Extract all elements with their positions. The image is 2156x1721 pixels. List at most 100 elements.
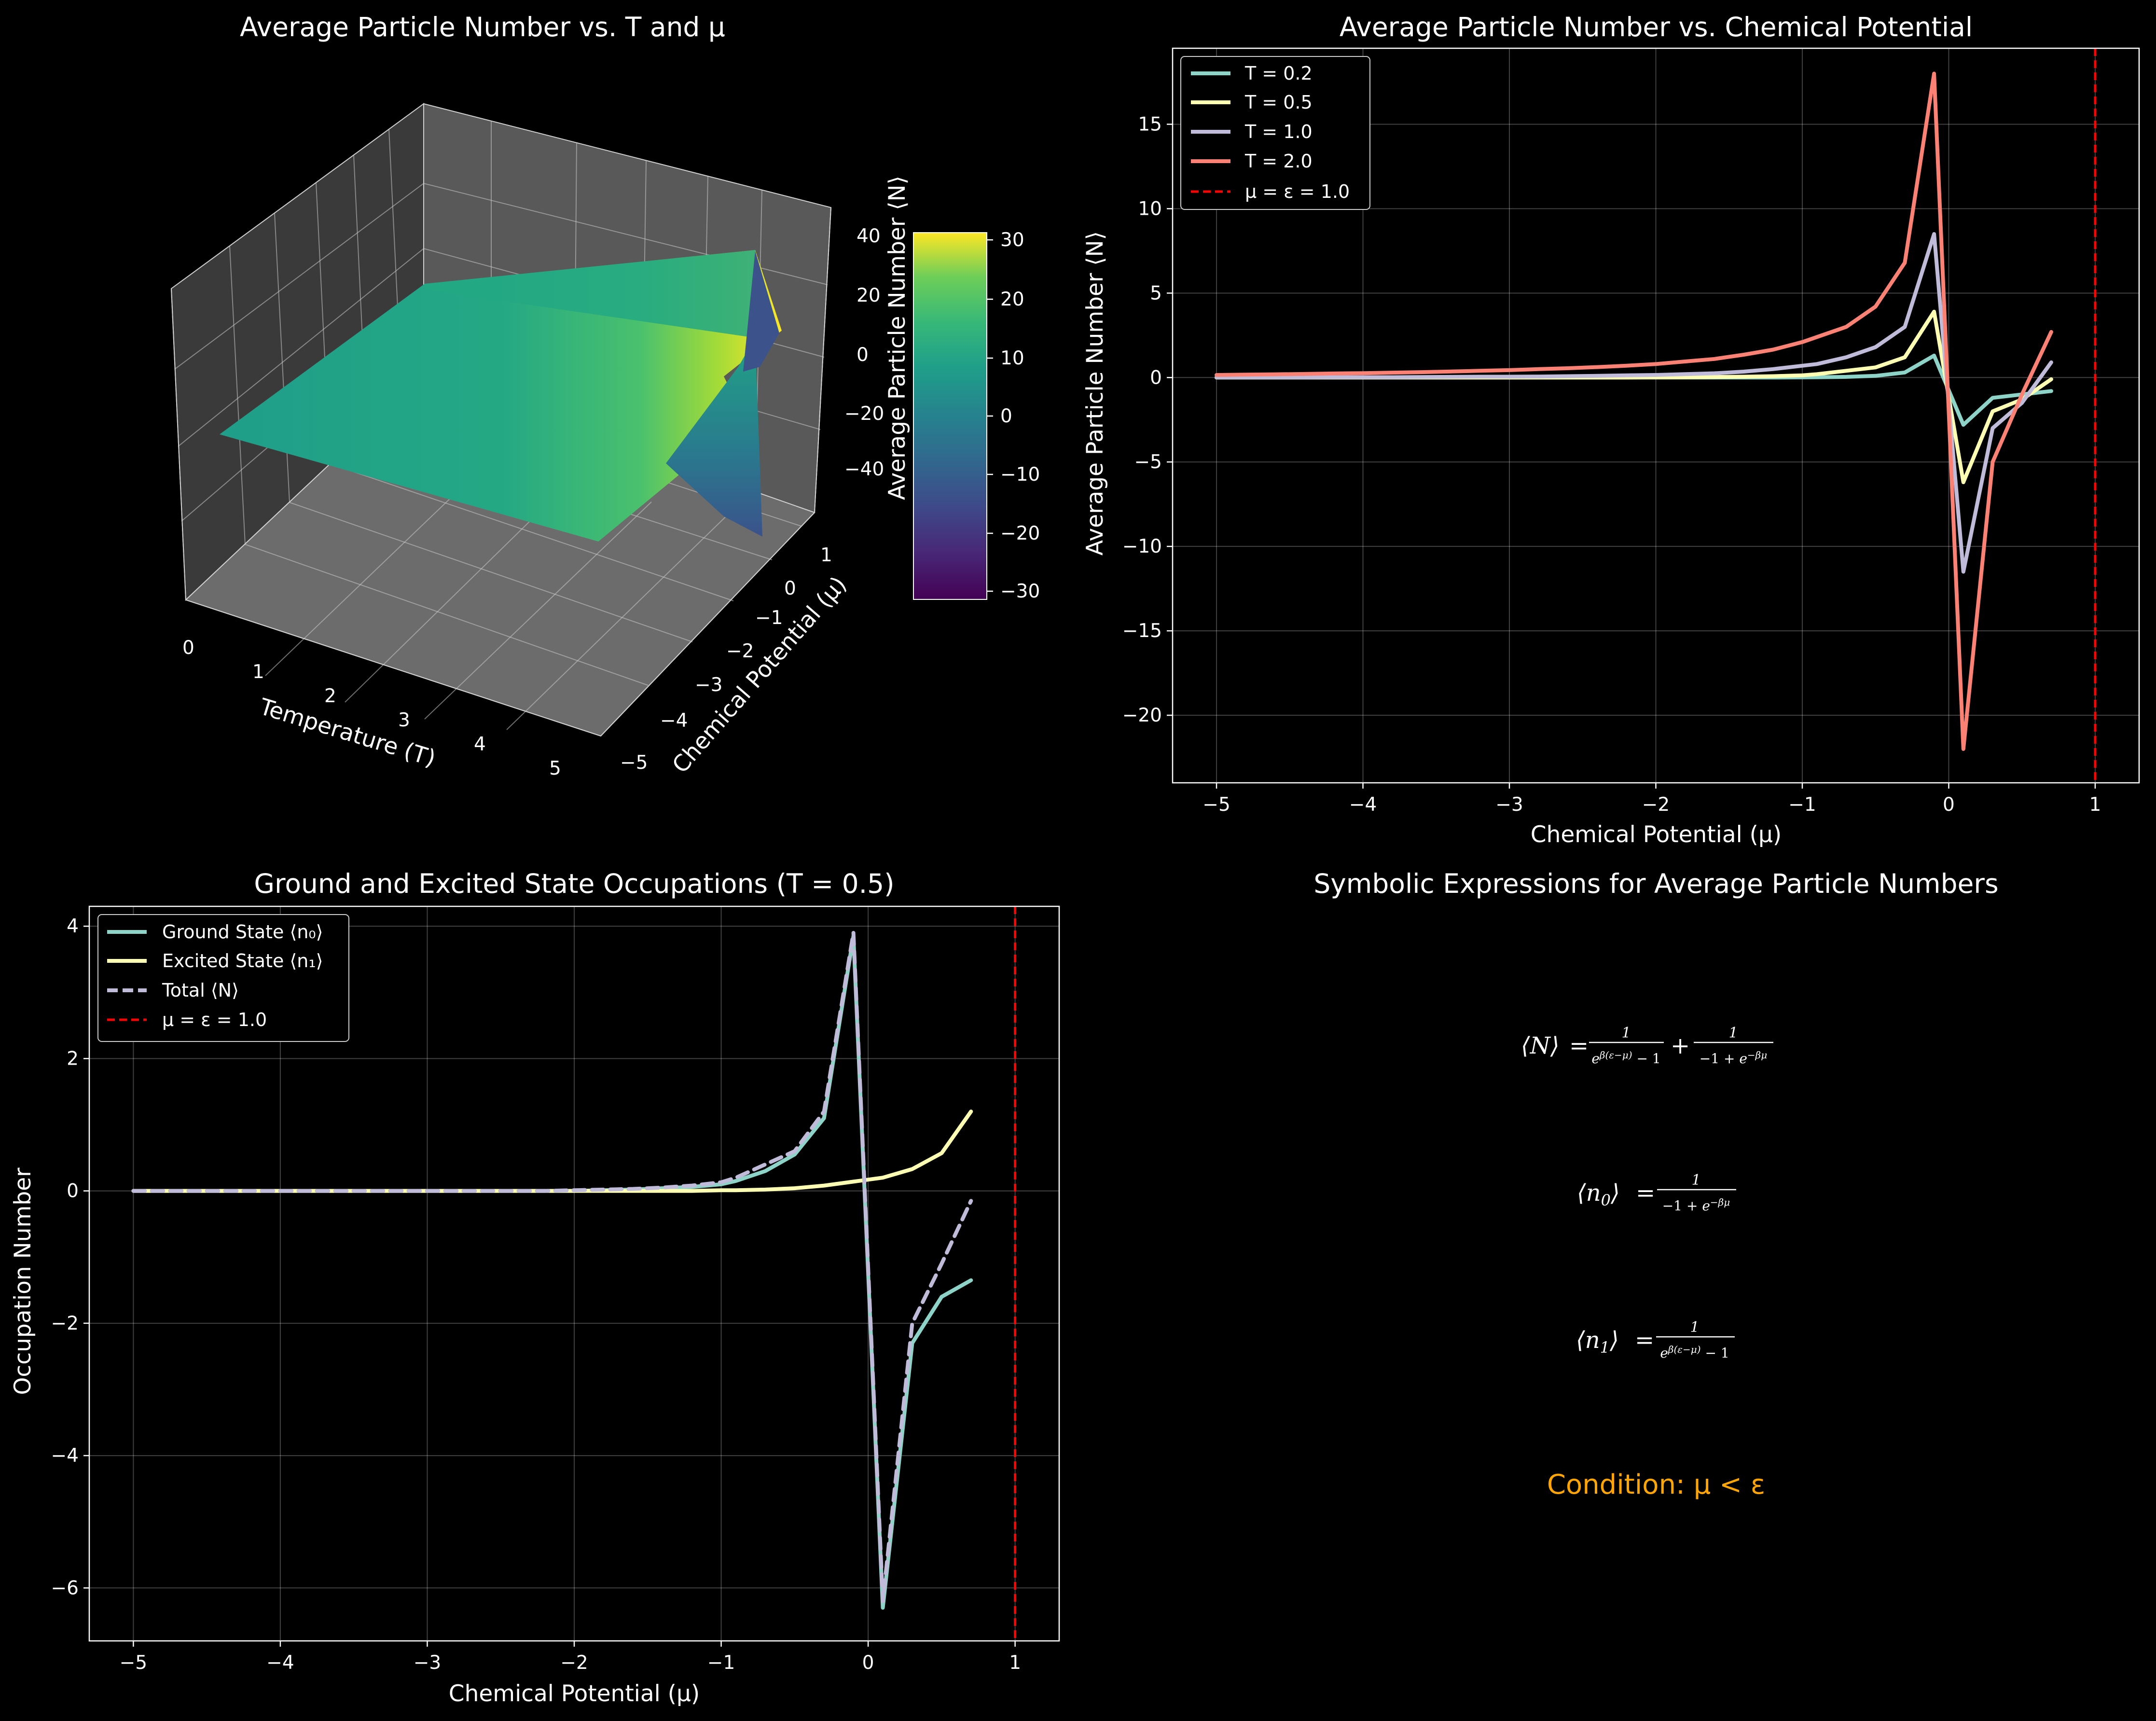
panel3-y-axis-label: Occupation Number <box>10 1167 36 1395</box>
3d-x-tick-label: 3 <box>398 709 410 731</box>
x-tick-label: 0 <box>862 1652 874 1674</box>
svg-text:=: = <box>1635 1327 1654 1354</box>
panel2-y-axis-label: Average Particle Number ⟨N⟩ <box>1082 231 1108 555</box>
y-tick-label: −15 <box>1122 620 1162 642</box>
3d-y-tick-label: −2 <box>726 640 754 662</box>
legend-label: μ = ε = 1.0 <box>162 1009 267 1030</box>
svg-text:=: = <box>1569 1032 1589 1059</box>
equation-n0: ⟨n0⟩ = 1 −1 + e−βμ <box>1577 1172 1736 1214</box>
3d-x-tick-label: 2 <box>324 685 336 707</box>
panel3-series <box>131 906 1017 1641</box>
series-line-2 <box>1215 309 2053 485</box>
x-tick-label: −4 <box>1349 794 1377 816</box>
svg-text:−1 + e−βμ: −1 + e−βμ <box>1662 1196 1730 1214</box>
panel1-title: Average Particle Number vs. T and μ <box>240 12 725 42</box>
legend-box <box>97 914 349 1042</box>
x-tick-label: −1 <box>1788 794 1816 816</box>
svg-text:1: 1 <box>1690 1319 1699 1336</box>
equation-N: ⟨N⟩ = 1 eβ(ε−μ) − 1 + 1 −1 + e−βμ <box>1521 1025 1773 1067</box>
svg-text:=: = <box>1636 1180 1655 1207</box>
panel3-legend: Ground State ⟨n₀⟩ Excited State ⟨n₁⟩ Tot… <box>97 914 349 1042</box>
line-chart-panel-2: Average Particle Number vs. Chemical Pot… <box>1082 12 2140 848</box>
3d-z-tick-label: 40 <box>857 225 881 247</box>
x-tick-label: −5 <box>1202 794 1230 816</box>
3d-y-ticks: −5 −4 −3 −2 −1 0 1 <box>620 544 832 774</box>
y-tick-label: 0 <box>67 1180 79 1202</box>
3d-z-tick-label: 0 <box>857 344 869 366</box>
y-tick-label: −10 <box>1122 536 1162 557</box>
panel2-axes-frame <box>1172 47 2140 784</box>
3d-y-tick-label: 1 <box>820 544 832 566</box>
x-tick-label: −2 <box>560 1652 588 1674</box>
x-tick-label: 1 <box>2089 794 2101 816</box>
svg-text:eβ(ε−μ) − 1: eβ(ε−μ) − 1 <box>1591 1049 1660 1067</box>
y-tick-label: 4 <box>67 916 79 937</box>
svg-text:⟨N⟩: ⟨N⟩ <box>1521 1032 1559 1059</box>
3d-surface-spike <box>743 251 779 372</box>
y-tick-label: −5 <box>1134 451 1162 473</box>
svg-text:1: 1 <box>1621 1025 1631 1041</box>
svg-text:eβ(ε−μ) − 1: eβ(ε−μ) − 1 <box>1660 1344 1729 1361</box>
y-tick-label: 0 <box>1150 367 1162 389</box>
3d-x-ticks: 0 1 2 3 4 5 <box>182 637 561 779</box>
y-tick-label: 5 <box>1150 282 1162 304</box>
3d-y-tick-label: −4 <box>660 710 688 732</box>
y-tick-label: −20 <box>1122 705 1162 726</box>
legend-label: Total ⟨N⟩ <box>162 980 239 1001</box>
colorbar <box>913 232 987 600</box>
colorbar-label: Average Particle Number ⟨N⟩ <box>884 176 911 500</box>
panel2-legend: T = 0.2 T = 0.5 T = 1.0 T = 2.0 μ = ε = … <box>1180 56 1370 210</box>
series-line-4 <box>1215 71 2053 751</box>
x-tick-label: −3 <box>414 1652 442 1674</box>
3d-x-tick-label: 5 <box>549 758 561 779</box>
colorbar-tick-label: −20 <box>1000 523 1040 544</box>
symbolic-panel: Symbolic Expressions for Average Particl… <box>1313 868 1998 1500</box>
legend-label: T = 1.0 <box>1244 121 1313 142</box>
colorbar-tick-label: −30 <box>1000 581 1040 602</box>
colorbar-tick-label: 30 <box>1000 229 1024 251</box>
svg-text:1: 1 <box>1691 1172 1700 1189</box>
x-tick-label: −3 <box>1495 794 1523 816</box>
3d-x-axis-label: Temperature (T) <box>256 694 439 772</box>
y-tick-label: 15 <box>1138 113 1162 135</box>
legend-label: T = 0.5 <box>1244 92 1313 113</box>
3d-y-tick-label: −1 <box>755 607 783 629</box>
legend-label: μ = ε = 1.0 <box>1245 181 1350 202</box>
x-tick-label: 0 <box>1943 794 1955 816</box>
y-tick-label: 2 <box>67 1048 79 1069</box>
legend-label: Ground State ⟨n₀⟩ <box>162 921 323 943</box>
panel3-title: Ground and Excited State Occupations (T … <box>254 868 894 899</box>
3d-z-tick-label: −40 <box>844 458 884 480</box>
panel2-title: Average Particle Number vs. Chemical Pot… <box>1340 12 1973 42</box>
x-tick-label: −2 <box>1642 794 1670 816</box>
y-tick-label: −2 <box>51 1313 79 1334</box>
3d-surface-sheet <box>220 250 782 541</box>
svg-text:⟨n0⟩: ⟨n0⟩ <box>1577 1180 1620 1209</box>
colorbar-tick-label: 20 <box>1000 289 1024 310</box>
x-tick-label: −4 <box>266 1652 294 1674</box>
panel3-axes-frame <box>88 905 1060 1642</box>
panel3-x-axis-label: Chemical Potential (μ) <box>449 1680 700 1707</box>
series-line-3 <box>131 930 973 1603</box>
panel2-series <box>1215 48 2097 783</box>
panel2-x-axis-label: Chemical Potential (μ) <box>1531 821 1782 848</box>
equation-n1: ⟨n1⟩ = 1 eβ(ε−μ) − 1 <box>1576 1319 1735 1361</box>
legend-label: T = 2.0 <box>1244 151 1313 172</box>
x-tick-label: 1 <box>1009 1652 1021 1674</box>
svg-text:⟨n1⟩: ⟨n1⟩ <box>1576 1327 1619 1357</box>
3d-z-tick-label: 20 <box>857 285 881 306</box>
series-line-3 <box>1215 232 2053 574</box>
colorbar-tick-label: 0 <box>1000 405 1012 427</box>
3d-y-tick-label: −3 <box>695 674 723 696</box>
legend-label: Excited State ⟨n₁⟩ <box>162 950 323 972</box>
svg-text:1: 1 <box>1728 1025 1738 1041</box>
3d-surface-front-strip <box>425 250 755 338</box>
legend-box <box>1180 56 1370 210</box>
svg-text:+: + <box>1671 1032 1690 1059</box>
panel3-ticks: −5 −4 −3 −2 −1 0 1 4 2 0 −2 −4 −6 <box>51 916 1022 1674</box>
3d-x-tick-label: 0 <box>182 637 194 659</box>
3d-z-tick-label: −20 <box>844 403 884 425</box>
3d-y-tick-label: 0 <box>784 578 796 599</box>
